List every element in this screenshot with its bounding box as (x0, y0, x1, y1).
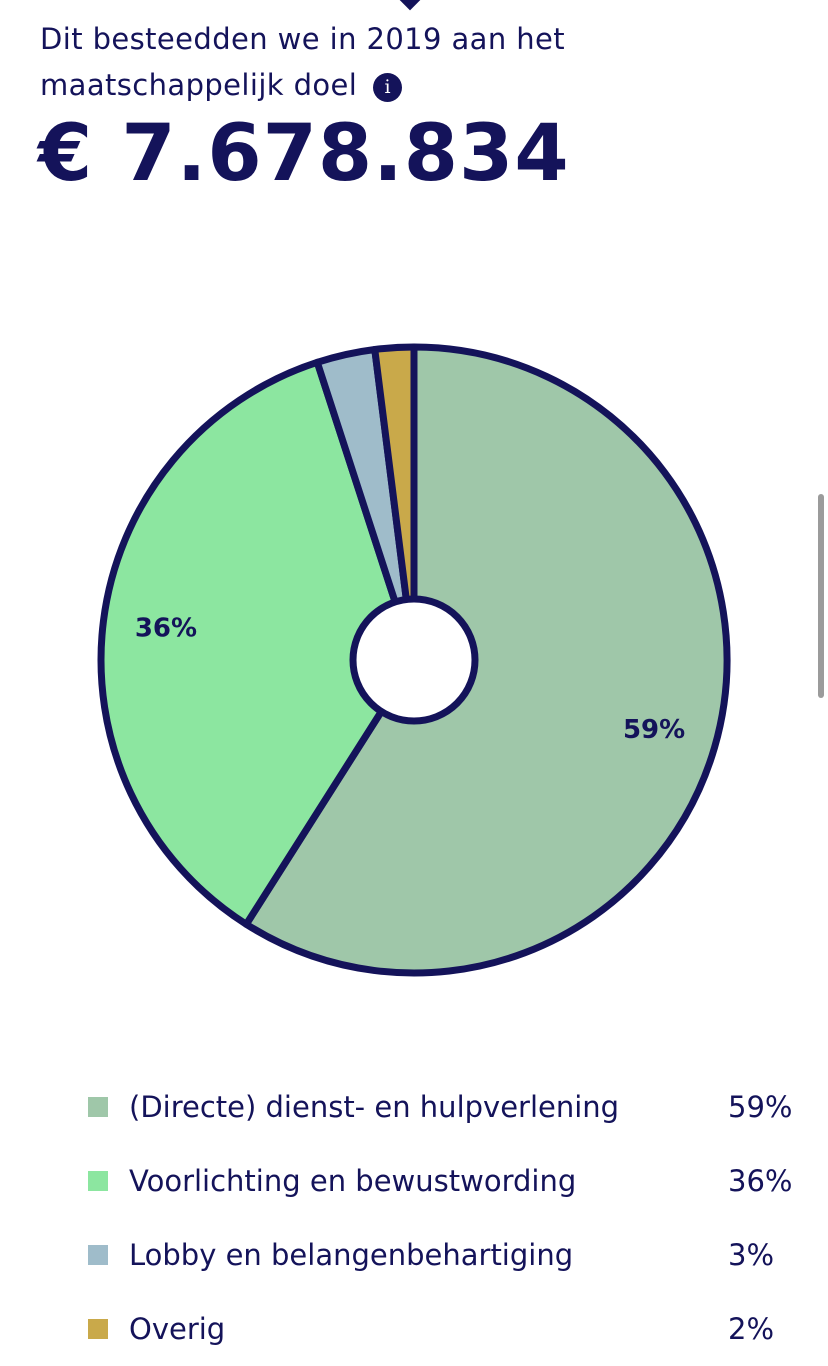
legend-label: (Directe) dienst- en hulpverlening (129, 1090, 620, 1124)
pie-slice-4[interactable] (371, 343, 418, 664)
legend-value: 3% (728, 1238, 775, 1272)
donut-chart: 59% 36% (0, 300, 828, 1020)
donut-chart-svg: 59% 36% (97, 343, 731, 977)
chart-legend: (Directe) dienst- en hulpverlening 59% Voo… (88, 1070, 792, 1366)
page-title: Dit besteedden we in 2019 aan het maatsc… (40, 16, 660, 108)
legend-item: Voorlichting en bewustwording 36% (88, 1144, 792, 1218)
legend-swatch (88, 1319, 108, 1339)
legend-swatch (88, 1097, 108, 1117)
donut-hole (349, 595, 479, 725)
legend-value: 59% (728, 1090, 793, 1124)
legend-swatch (88, 1245, 108, 1265)
legend-value: 2% (728, 1312, 775, 1346)
legend-swatch (88, 1171, 108, 1191)
legend-item: Lobby en belangenbehartiging 3% (88, 1218, 792, 1292)
total-amount: € 7.678.834 (38, 109, 570, 199)
top-pointer-notch (398, 0, 422, 11)
slice-label-2: 36% (135, 614, 197, 644)
page-title-text: Dit besteedden we in 2019 aan het maatsc… (40, 22, 566, 102)
legend-label: Lobby en belangenbehartiging (129, 1238, 574, 1272)
legend-item: (Directe) dienst- en hulpverlening 59% (88, 1070, 792, 1144)
legend-item: Overig 2% (88, 1292, 792, 1366)
legend-label: Voorlichting en bewustwording (129, 1164, 577, 1198)
legend-value: 36% (728, 1164, 793, 1198)
info-icon[interactable]: i (373, 73, 403, 102)
scrollbar[interactable] (818, 494, 824, 698)
slice-label-1: 59% (623, 715, 685, 745)
pie-slice-1[interactable] (242, 343, 731, 977)
pie-slice-2[interactable] (97, 358, 418, 928)
legend-label: Overig (129, 1312, 226, 1346)
